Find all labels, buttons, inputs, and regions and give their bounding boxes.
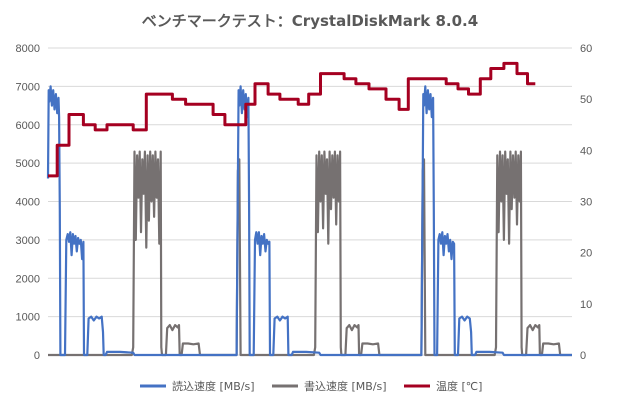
left-tick-label: 3000 (16, 235, 40, 247)
right-axis-ticks: 0 10 20 30 40 50 60 (580, 43, 592, 362)
series-layer (46, 61, 572, 357)
series-line-0 (46, 85, 572, 357)
legend-label: 読込速度 [MB/s] (172, 379, 255, 393)
right-tick-label: 30 (580, 197, 592, 209)
left-tick-label: 4000 (16, 197, 40, 209)
right-tick-label: 0 (580, 350, 586, 362)
right-tick-label: 60 (580, 43, 592, 55)
right-tick-label: 50 (580, 94, 592, 106)
right-tick-label: 20 (580, 248, 592, 260)
series-line-2 (48, 61, 536, 178)
legend-label: 温度 [℃] (436, 379, 482, 393)
legend: 読込速度 [MB/s] 書込速度 [MB/s] 温度 [℃] (140, 379, 482, 393)
left-tick-label: 7000 (16, 81, 40, 93)
legend-label: 書込速度 [MB/s] (304, 379, 387, 393)
left-tick-label: 2000 (16, 273, 40, 285)
right-tick-label: 10 (580, 299, 592, 311)
series-line-1 (48, 150, 572, 357)
left-tick-label: 6000 (16, 120, 40, 132)
left-tick-label: 1000 (16, 312, 40, 324)
left-tick-label: 5000 (16, 158, 40, 170)
chart-title: ベンチマークテスト：CrystalDiskMark 8.0.4 (142, 12, 478, 30)
left-tick-label: 0 (34, 350, 40, 362)
right-tick-label: 40 (580, 145, 592, 157)
left-tick-label: 8000 (16, 43, 40, 55)
left-axis-ticks: 0 1000 2000 3000 4000 5000 6000 7000 8000 (16, 43, 40, 362)
